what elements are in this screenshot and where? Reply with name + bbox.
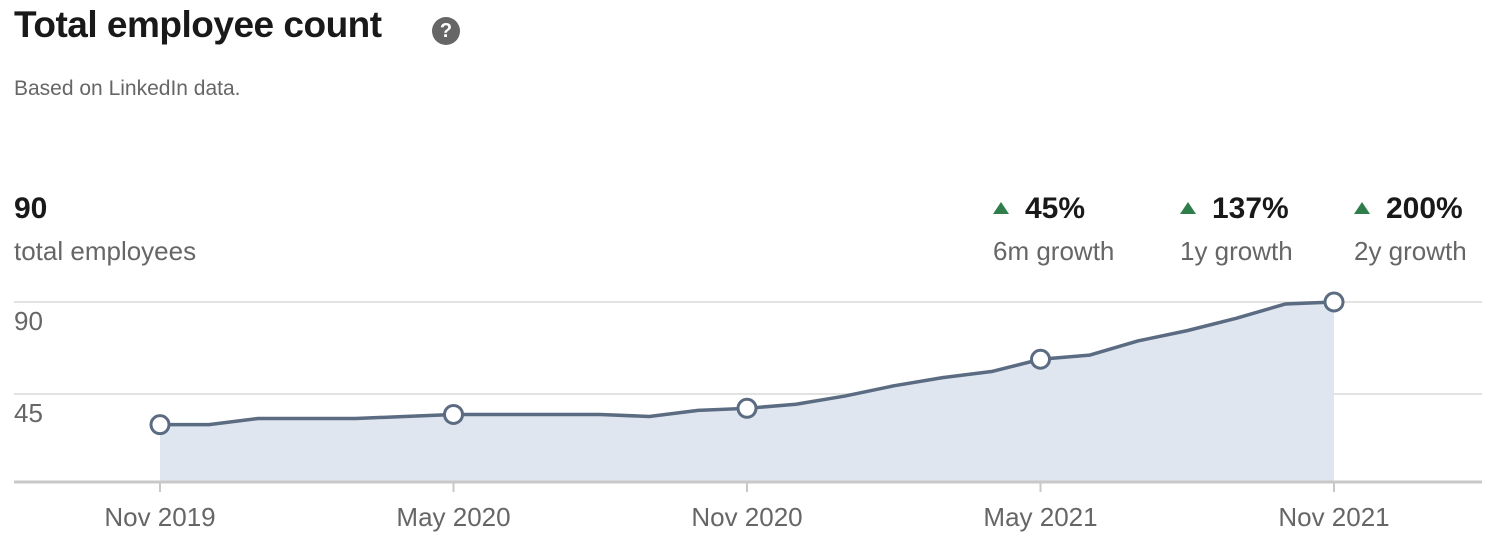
point-marker xyxy=(149,414,171,436)
x-tick-label: Nov 2021 xyxy=(1278,502,1389,532)
growth-label: 2y growth xyxy=(1354,236,1467,266)
growth-value: 137% xyxy=(1180,192,1293,226)
x-tick-label: Nov 2019 xyxy=(104,502,215,532)
point-marker xyxy=(1323,291,1345,313)
growth-value: 45% xyxy=(993,192,1114,226)
growth-label: 1y growth xyxy=(1180,236,1293,266)
x-tick-label: May 2021 xyxy=(983,502,1097,532)
growth-stat: 200% 2y growth xyxy=(1354,192,1467,267)
area xyxy=(160,302,1334,482)
x-tick-label: Nov 2020 xyxy=(691,502,802,532)
title: Total employee count xyxy=(14,4,382,45)
point-marker xyxy=(1030,348,1051,370)
growth-stat: 45% 6m growth xyxy=(993,192,1114,267)
y-tick-label: 90 xyxy=(14,306,43,336)
growth-label: 6m growth xyxy=(993,236,1115,266)
growth-value: 200% xyxy=(1354,192,1467,226)
subtitle: Based on LinkedIn data. xyxy=(14,77,241,100)
point-marker xyxy=(736,397,758,419)
x-tick-label: May 2020 xyxy=(396,502,510,532)
summary-value: 90 xyxy=(14,192,48,225)
point-marker xyxy=(443,403,464,425)
growth-stat: 137% 1y growth xyxy=(1180,192,1293,267)
help-icon[interactable]: ? xyxy=(432,17,460,45)
y-tick-label: 45 xyxy=(14,398,43,428)
summary-label: total employees xyxy=(14,236,197,266)
